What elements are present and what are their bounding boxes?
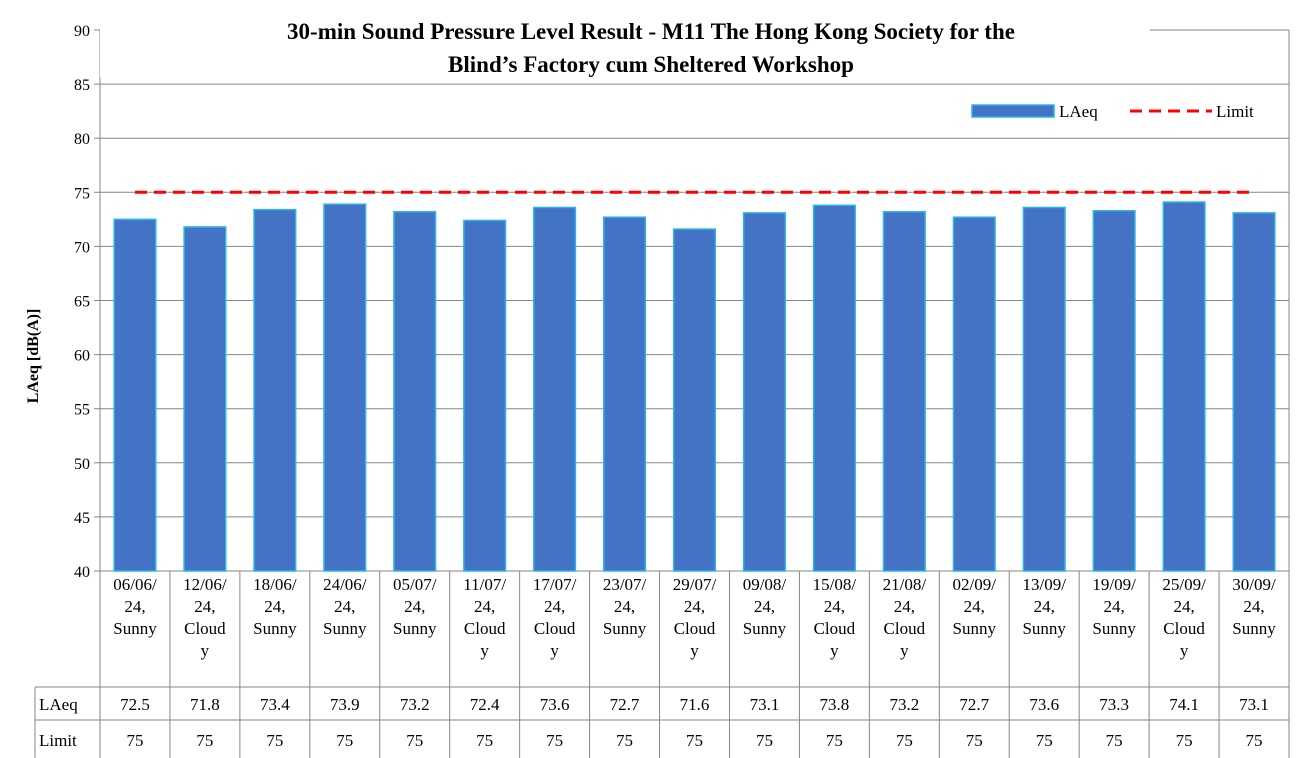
chart-title-line-2: Blind’s Factory cum Sheltered Workshop — [448, 52, 854, 77]
laeq-bar — [742, 212, 786, 572]
table-cell: 75 — [546, 731, 563, 750]
legend-limit-label: Limit — [1216, 102, 1254, 121]
x-category-label: 24/06/24, Sunny — [323, 575, 367, 638]
table-cell: 72.7 — [959, 695, 989, 714]
title-background — [100, 16, 1150, 78]
table-cell: 73.6 — [540, 695, 570, 714]
y-tick-label: 65 — [74, 294, 90, 311]
x-category-label: 09/08/24, Sunny — [743, 575, 787, 638]
laeq-bar — [463, 219, 507, 572]
laeq-bar — [1092, 209, 1136, 572]
x-category-label: 17/07/24, Cloud y — [533, 575, 577, 660]
y-axis-label: LAeq [dB(A)] — [25, 309, 42, 404]
x-category-label: 21/08/24, Cloud y — [883, 575, 927, 660]
table-cell: 73.1 — [750, 695, 780, 714]
laeq-bar — [1162, 201, 1206, 572]
x-category-label: 13/09/24, Sunny — [1022, 575, 1066, 638]
table-cell: 73.2 — [400, 695, 430, 714]
table-cell: 75 — [826, 731, 843, 750]
laeq-bar — [672, 228, 717, 572]
y-tick-label: 60 — [74, 348, 90, 365]
y-tick-label: 75 — [74, 185, 90, 202]
x-category-label: 30/09/24, Sunny — [1232, 575, 1276, 638]
table-cell: 71.6 — [680, 695, 710, 714]
table-cell: 73.6 — [1029, 695, 1059, 714]
table-cell: 75 — [406, 731, 423, 750]
table-cell: 75 — [966, 731, 983, 750]
table-cell: 73.8 — [820, 695, 850, 714]
table-cell: 75 — [686, 731, 703, 750]
y-tick-label: 85 — [74, 77, 90, 94]
table-cell: 75 — [266, 731, 283, 750]
x-category-label: 18/06/24, Sunny — [253, 575, 297, 638]
table-row-header: LAeq — [39, 695, 78, 714]
table-row-header: Limit — [39, 731, 77, 750]
laeq-bar — [812, 204, 856, 572]
laeq-bars — [113, 201, 1276, 572]
x-category-label: 06/06/24, Sunny — [113, 575, 157, 638]
y-tick-label: 80 — [74, 131, 90, 148]
laeq-bar — [952, 216, 996, 572]
table-cell: 75 — [756, 731, 773, 750]
y-tick-label: 50 — [74, 456, 90, 473]
laeq-bar — [533, 206, 577, 572]
laeq-bar — [1022, 206, 1066, 572]
data-table: 06/06/24, Sunny 12/06/24, Cloud y 18/06/24, Su… — [34, 571, 1290, 758]
table-cell: 72.5 — [120, 695, 150, 714]
table-cell: 75 — [1036, 731, 1053, 750]
y-tick-label: 90 — [74, 23, 90, 40]
table-cell: 75 — [616, 731, 633, 750]
table-cell: 71.8 — [190, 695, 220, 714]
x-category-label: 29/07/24, Cloud y — [673, 575, 717, 660]
laeq-bar — [183, 226, 227, 572]
table-cell: 75 — [126, 731, 143, 750]
x-category-label: 19/09/24, Sunny — [1092, 575, 1136, 638]
chart-title-line-1: 30-min Sound Pressure Level Result - M11… — [287, 19, 1015, 44]
table-cell: 75 — [896, 731, 913, 750]
x-category-label: 12/06/24, Cloud y — [183, 575, 227, 660]
x-category-label: 25/09/24, Cloud y — [1162, 575, 1206, 660]
table-cell: 75 — [1246, 731, 1263, 750]
table-cell: 73.1 — [1239, 695, 1269, 714]
laeq-bar — [882, 211, 926, 572]
x-category-label: 05/07/24, Sunny — [393, 575, 437, 638]
table-cell: 75 — [336, 731, 353, 750]
table-cell: 75 — [1176, 731, 1193, 750]
laeq-bar — [393, 211, 437, 572]
y-axis: 40 45 50 55 60 65 70 75 80 85 90 — [74, 23, 1290, 758]
y-tick-label: 70 — [74, 239, 90, 256]
legend: LAeq Limit — [971, 102, 1254, 121]
x-category-label: 23/07/24, Sunny — [603, 575, 647, 638]
laeq-bar — [1232, 212, 1276, 572]
table-cell: 72.4 — [470, 695, 500, 714]
table-cell: 74.1 — [1169, 695, 1199, 714]
table-cell: 73.9 — [330, 695, 360, 714]
table-cell: 75 — [476, 731, 493, 750]
laeq-bar — [603, 216, 647, 572]
table-cell: 75 — [1106, 731, 1123, 750]
x-category-label: 11/07/24, Cloud y — [463, 575, 506, 660]
table-cell: 73.3 — [1099, 695, 1129, 714]
table-cell: 73.2 — [889, 695, 919, 714]
laeq-bar — [113, 218, 157, 572]
x-category-label: 15/08/24, Cloud y — [813, 575, 857, 660]
x-category-label: 02/09/24, Sunny — [953, 575, 997, 638]
table-cell: 73.4 — [260, 695, 290, 714]
laeq-bar — [253, 208, 297, 572]
legend-laeq-label: LAeq — [1059, 102, 1098, 121]
y-tick-label: 45 — [74, 510, 90, 527]
table-cell: 72.7 — [610, 695, 640, 714]
table-cell: 75 — [196, 731, 213, 750]
y-tick-label: 40 — [74, 564, 90, 581]
legend-laeq-swatch — [971, 104, 1055, 118]
y-tick-label: 55 — [74, 402, 90, 419]
laeq-bar — [323, 203, 367, 572]
